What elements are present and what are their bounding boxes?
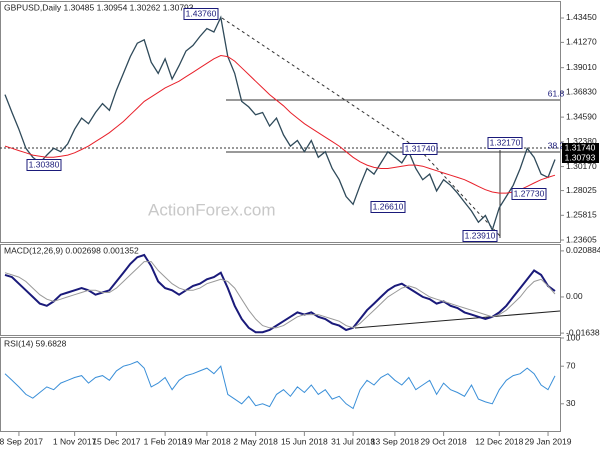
y-tick-label: 1.25815 — [566, 210, 597, 220]
annotation: 61.8 — [548, 88, 565, 98]
price-panel — [0, 1, 561, 243]
annotation: 1.27730 — [514, 188, 545, 198]
y-tick-label: 1.41270 — [566, 37, 597, 47]
x-tick-label: 1 Nov 2017 — [53, 436, 97, 446]
rsi-panel — [0, 337, 561, 432]
series-line — [4, 360, 556, 410]
y-tick-label: 70 — [566, 360, 576, 370]
trend-line — [419, 149, 501, 237]
x-tick-label: 2 May 2018 — [233, 436, 278, 446]
series-line — [4, 253, 556, 334]
annotation-box — [462, 230, 498, 242]
annotation: 1.30380 — [29, 159, 60, 169]
y-tick-label: 1.30170 — [566, 161, 597, 171]
annotation-box — [370, 201, 406, 213]
price-box-label: 1.30793 — [565, 152, 596, 162]
trend-line — [221, 17, 421, 151]
y-tick-label: 1.28025 — [566, 185, 597, 195]
y-tick-label: 1.32380 — [566, 136, 597, 146]
x-tick-label: 19 Mar 2018 — [183, 436, 231, 446]
y-tick-label: 1.43450 — [566, 12, 597, 22]
annotation: 1.32170 — [490, 137, 521, 147]
x-tick-label: 15 Jun 2018 — [281, 436, 328, 446]
y-tick-label: 0.00 — [566, 291, 583, 301]
price-title: GBPUSD,Daily 1.30485 1.30954 1.30262 1.3… — [4, 2, 194, 12]
y-tick-label: 30 — [566, 398, 576, 408]
rsi-title: RSI(14) 59.6828 — [4, 338, 67, 348]
y-tick-label: 1.36830 — [566, 86, 597, 96]
series-line — [4, 54, 556, 194]
macd-trend-line — [354, 310, 561, 329]
price-box-label: 1.31740 — [565, 142, 596, 152]
x-tick-label: 15 Dec 2017 — [92, 436, 140, 446]
series-line — [4, 15, 556, 232]
x-tick-label: 18 Sep 2017 — [0, 436, 43, 446]
y-tick-label: -0.016389 — [566, 327, 600, 337]
price-box — [562, 153, 599, 163]
annotation-box — [26, 159, 62, 171]
price-box — [562, 143, 599, 153]
annotation: 1.23910 — [465, 230, 496, 240]
y-tick-label: 100 — [566, 332, 580, 342]
x-tick-label: 1 Feb 2018 — [144, 436, 187, 446]
y-tick-label: 0.020884 — [566, 245, 600, 255]
macd-panel — [0, 244, 561, 336]
watermark: ActionForex.com — [148, 200, 276, 219]
x-tick-label: 29 Oct 2018 — [420, 436, 467, 446]
y-tick-label: 1.39010 — [566, 62, 597, 72]
series-line — [4, 261, 556, 329]
y-tick-label: 1.34590 — [566, 111, 597, 121]
annotation: 38.2 — [548, 140, 565, 150]
annotation: 1.43760 — [186, 8, 217, 18]
x-tick-label: 31 Jul 2018 — [331, 436, 375, 446]
x-tick-label: 29 Jan 2019 — [525, 436, 572, 446]
annotation: 1.31740 — [405, 143, 436, 153]
annotation: 1.26610 — [373, 201, 404, 211]
y-tick-label: 1.23605 — [566, 234, 597, 244]
annotation-box — [511, 188, 547, 200]
x-tick-label: 13 Sep 2018 — [371, 436, 419, 446]
annotation-box — [487, 137, 523, 149]
macd-title: MACD(12,26,9) 0.002698 0.001352 — [4, 245, 139, 255]
annotation-box — [183, 8, 219, 20]
x-tick-label: 12 Dec 2018 — [475, 436, 523, 446]
annotation-box — [402, 143, 438, 155]
